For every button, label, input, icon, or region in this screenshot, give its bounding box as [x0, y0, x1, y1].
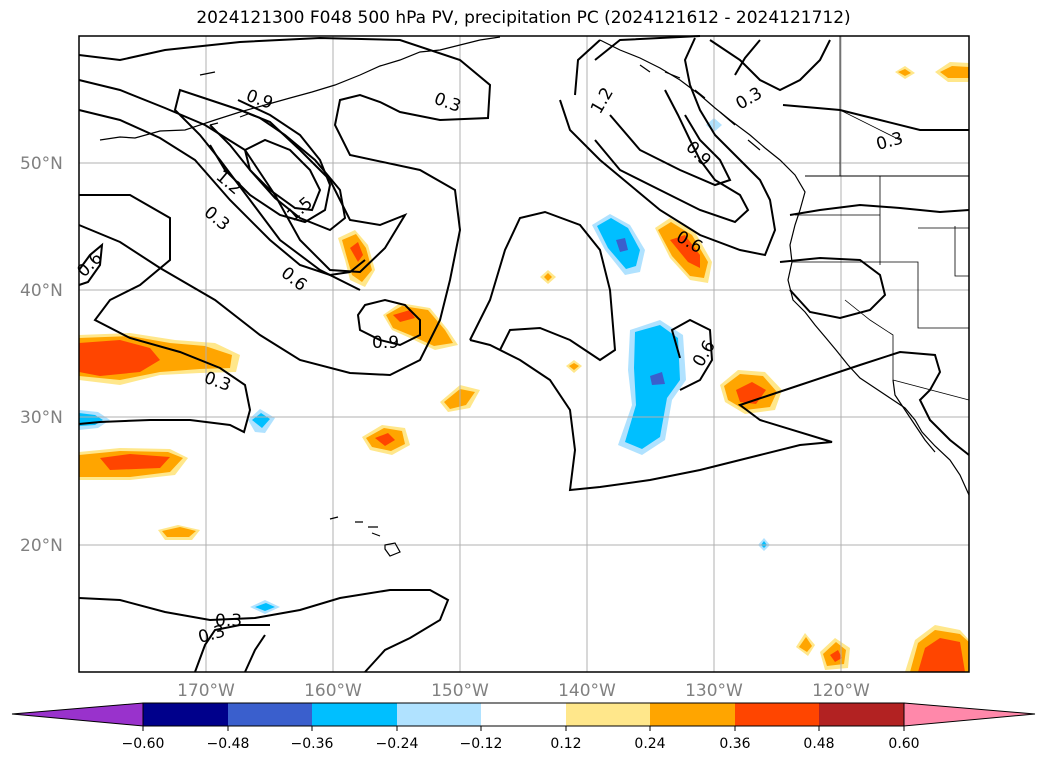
- lat-label: 50°N: [20, 154, 63, 174]
- lon-label: 140°W: [558, 681, 616, 701]
- colorbar-tick-label: −0.12: [460, 736, 503, 752]
- colorbar-segment: [143, 703, 228, 726]
- lon-label: 160°W: [304, 681, 362, 701]
- colorbar-tick-label: −0.24: [376, 736, 419, 752]
- gridlines: [79, 36, 969, 672]
- colorbar-tick-label: 0.12: [550, 736, 581, 752]
- colorbar-segment: [481, 703, 566, 726]
- pv-contours: [78, 35, 970, 673]
- lat-label: 40°N: [20, 281, 63, 301]
- lon-label: 150°W: [431, 681, 489, 701]
- colorbar-segment: [735, 703, 819, 726]
- colorbar-tick-label: 0.36: [719, 736, 750, 752]
- colorbar-tick-label: 0.48: [803, 736, 834, 752]
- lon-label: 130°W: [685, 681, 743, 701]
- colorbar-segment: [397, 703, 481, 726]
- colorbar-segment: [566, 703, 650, 726]
- lat-label: 20°N: [20, 536, 63, 556]
- lon-label: 120°W: [812, 681, 870, 701]
- colorbar-segment: [228, 703, 312, 726]
- colorbar-tick-label: −0.36: [291, 736, 334, 752]
- colorbar-segment: [819, 703, 904, 726]
- contour-label: 0.9: [372, 333, 399, 353]
- coastlines: [99, 36, 970, 557]
- colorbar-extend-low: [11, 702, 144, 727]
- colorbar-tick-label: −0.60: [122, 736, 165, 752]
- colorbar-tick-label: −0.48: [207, 736, 250, 752]
- plot-title: 2024121300 F048 500 hPa PV, precipitatio…: [196, 8, 851, 28]
- contour-label: 0.3: [215, 611, 242, 631]
- colorbar-tick-label: 0.24: [634, 736, 665, 752]
- map-border: [78, 35, 970, 673]
- lon-label: 170°W: [177, 681, 235, 701]
- latitude-labels: 50°N 40°N 30°N 20°N: [20, 154, 63, 556]
- colorbar-segment: [312, 703, 397, 726]
- colorbar-segment: [650, 703, 735, 726]
- colorbar-tick-label: 0.60: [888, 736, 919, 752]
- precipitation-shading: [79, 62, 969, 672]
- colorbar-extend-high: [903, 702, 1036, 727]
- colorbar-ticks: [142, 726, 905, 731]
- lat-label: 30°N: [20, 408, 63, 428]
- longitude-labels: 170°W 160°W 150°W 140°W 130°W 120°W: [177, 681, 870, 701]
- colorbar: −0.60 −0.48 −0.36 −0.24 −0.12 0.12 0.24 …: [11, 702, 1036, 752]
